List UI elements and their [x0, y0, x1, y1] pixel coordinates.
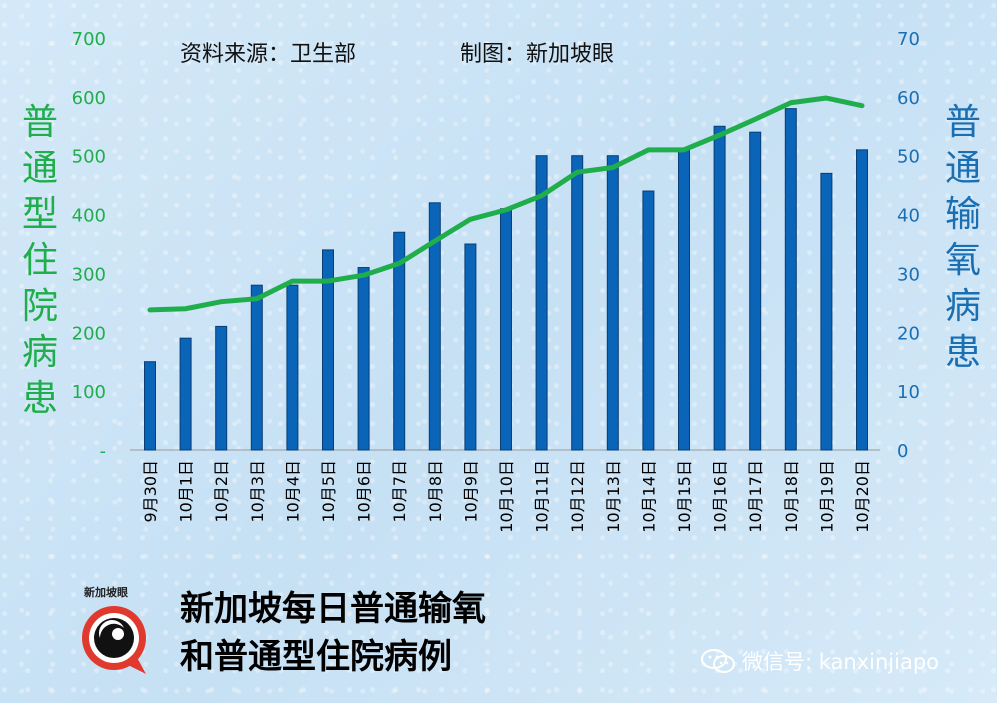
bar — [535, 155, 548, 451]
right-tick-label: 70 — [897, 29, 920, 50]
x-tick-label: 10月8日 — [426, 460, 445, 523]
x-tick-label: 10月10日 — [497, 460, 516, 533]
bar — [464, 243, 477, 451]
left-tick-label: 700 — [72, 29, 106, 50]
x-tick-label: 10月3日 — [248, 460, 267, 523]
bar — [322, 249, 334, 451]
right-tick-label: 30 — [897, 264, 920, 285]
bar — [642, 190, 655, 451]
left-tick-label: - — [100, 441, 107, 462]
bar — [250, 284, 263, 451]
x-tick-label: 10月16日 — [711, 460, 730, 533]
right-tick-label: 0 — [897, 441, 908, 462]
bar — [428, 202, 441, 451]
left-tick-label: 600 — [72, 88, 106, 109]
main-title-line2: 和普通型住院病例 — [180, 637, 452, 677]
x-tick-label: 10月17日 — [746, 460, 765, 533]
x-tick-label: 10月9日 — [461, 460, 480, 523]
right-tick-label: 60 — [897, 88, 920, 109]
maker-label: 制图：新加坡眼 — [460, 42, 615, 67]
left-axis-title: 普通型住院病患 — [21, 102, 58, 419]
left-tick-label: 300 — [72, 264, 106, 285]
right-tick-label: 50 — [897, 147, 920, 168]
bar — [678, 149, 690, 451]
bar — [856, 149, 868, 451]
bar — [215, 325, 228, 451]
x-tick-label: 9月30日 — [141, 460, 160, 523]
bar-series — [144, 108, 868, 451]
source-label: 资料来源：卫生部 — [180, 42, 357, 67]
x-tick-label: 10月7日 — [390, 460, 409, 523]
x-tick-label: 10月20日 — [853, 460, 872, 533]
right-axis-ticks: 0 10 20 30 40 50 60 70 — [897, 29, 920, 462]
bar — [606, 155, 619, 451]
x-tick-label: 10月4日 — [283, 460, 302, 523]
wechat-icon — [701, 649, 735, 673]
left-tick-label: 100 — [72, 382, 106, 403]
main-title: 新加坡每日普通输氧 和普通型住院病例 — [180, 585, 486, 681]
left-tick-label: 400 — [72, 206, 106, 227]
bar — [571, 155, 584, 451]
left-axis-ticks: - 100 200 300 400 500 600 700 — [72, 29, 106, 462]
bar — [784, 108, 797, 451]
x-tick-label: 10月13日 — [604, 460, 623, 533]
bar — [357, 267, 370, 451]
x-tick-label: 10月2日 — [212, 460, 231, 523]
bar — [179, 337, 192, 451]
right-tick-label: 10 — [897, 382, 920, 403]
wechat-watermark: 微信号: kanxinjiapo — [700, 646, 939, 676]
x-tick-label: 10月14日 — [639, 460, 658, 533]
x-tick-label: 10月15日 — [675, 460, 694, 533]
wechat-id: 微信号: kanxinjiapo — [742, 650, 940, 674]
left-tick-label: 500 — [72, 147, 106, 168]
bar — [286, 284, 299, 451]
line-series — [147, 95, 865, 313]
x-tick-label: 10月5日 — [319, 460, 338, 523]
logo-text: 新加坡眼 — [84, 586, 128, 599]
bar — [500, 208, 512, 451]
bar — [393, 231, 406, 451]
bar — [713, 125, 726, 451]
x-tick-label: 10月11日 — [533, 460, 552, 533]
x-tick-label: 10月19日 — [817, 460, 836, 533]
x-tick-label: 10月18日 — [782, 460, 801, 533]
logo-icon — [82, 606, 146, 674]
x-tick-label: 10月1日 — [177, 460, 196, 523]
main-title-line1: 新加坡每日普通输氧 — [180, 589, 486, 629]
right-tick-label: 20 — [897, 323, 920, 344]
x-tick-label: 10月12日 — [568, 460, 587, 533]
bar — [144, 361, 156, 451]
x-tick-label: 10月6日 — [355, 460, 374, 523]
left-tick-label: 200 — [72, 323, 106, 344]
x-axis-labels: 9月30日 10月1日 10月2日 10月3日 10月4日 10月5日 10月6日 10月7日… — [141, 460, 872, 533]
bar — [749, 131, 762, 451]
right-axis-title: 普通输氧病患 — [944, 102, 981, 373]
bar — [820, 172, 833, 451]
right-tick-label: 40 — [897, 206, 920, 227]
